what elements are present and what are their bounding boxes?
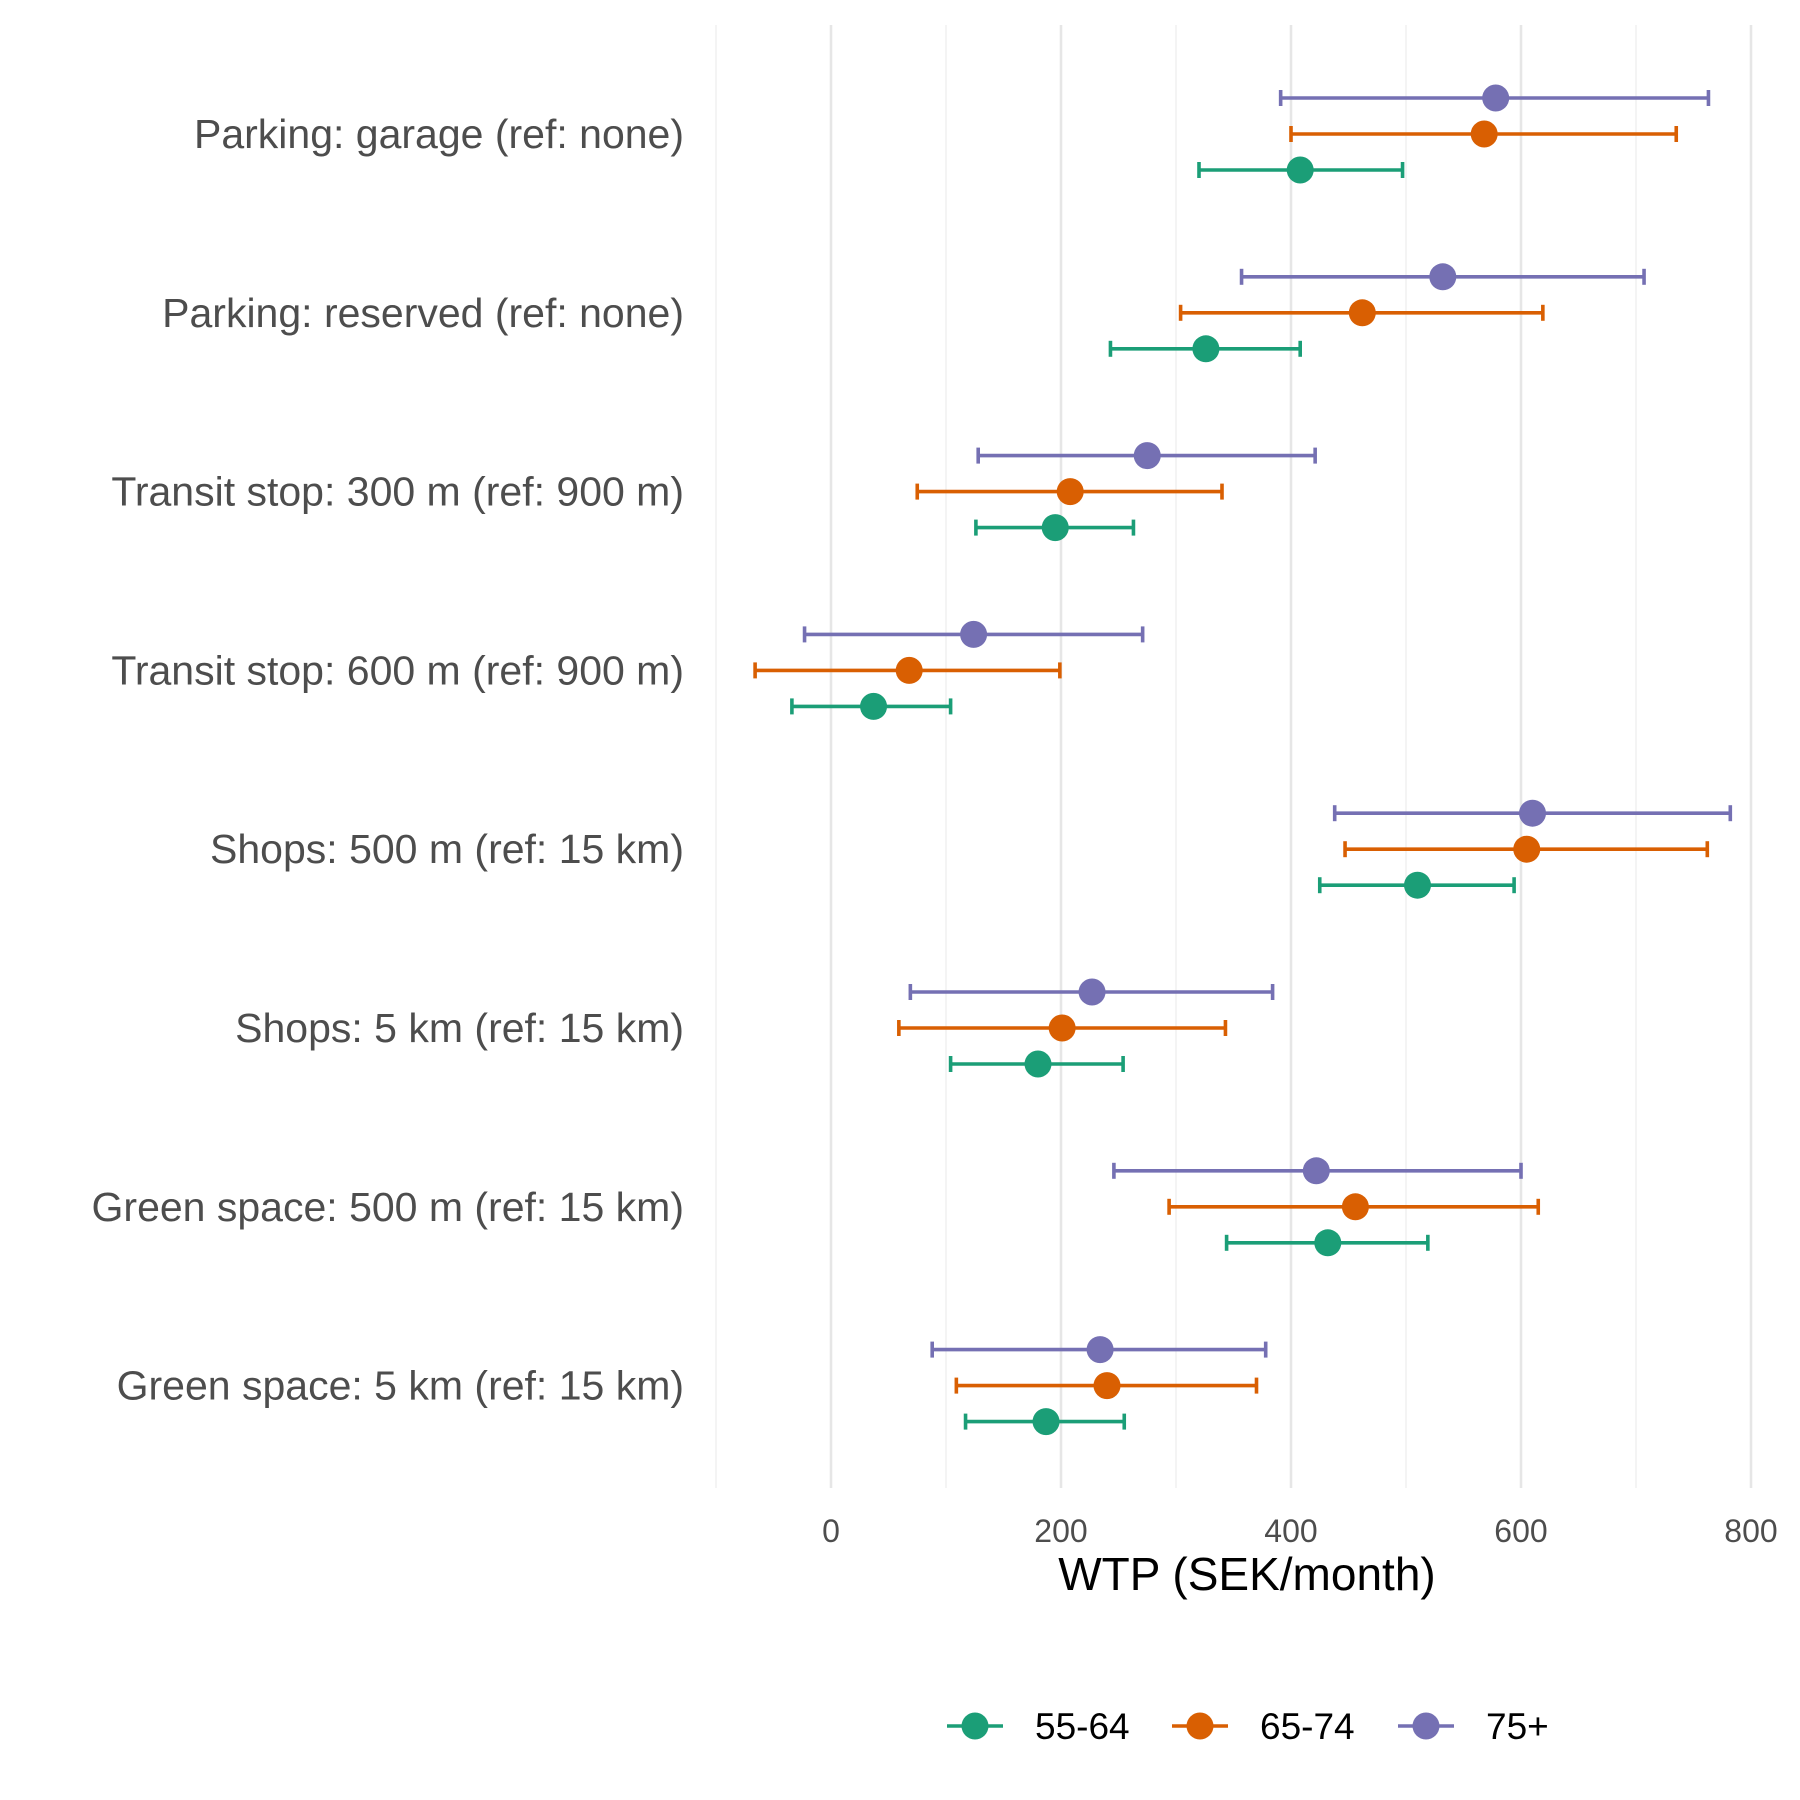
data-point — [1513, 835, 1541, 863]
x-tick-label: 600 — [1494, 1513, 1547, 1549]
category-label: Shops: 500 m (ref: 15 km) — [210, 826, 684, 872]
data-point — [1302, 1157, 1330, 1185]
data-point — [1093, 1372, 1121, 1400]
x-axis-ticks: 0 200 400 600 800 — [822, 1513, 1778, 1549]
data-point — [1482, 84, 1510, 112]
data-point — [1470, 120, 1498, 148]
legend-key-point — [1412, 1712, 1440, 1740]
x-tick-label: 400 — [1264, 1513, 1317, 1549]
legend-item: 65-74 — [1172, 1706, 1355, 1747]
x-tick-label: 800 — [1724, 1513, 1777, 1549]
data-point — [1078, 978, 1106, 1006]
legend-label: 55-64 — [1035, 1706, 1130, 1747]
legend-label: 65-74 — [1260, 1706, 1355, 1747]
legend-label: 75+ — [1486, 1706, 1549, 1747]
legend: 55-64 65-74 75+ — [947, 1706, 1549, 1747]
series-55-64 — [790, 156, 1516, 1436]
x-tick-label: 200 — [1034, 1513, 1087, 1549]
category-label: Green space: 5 km (ref: 15 km) — [117, 1363, 684, 1409]
data-point — [1133, 442, 1161, 470]
category-label: Parking: garage (ref: none) — [194, 111, 684, 157]
data-point — [1086, 1336, 1114, 1364]
data-point — [1041, 514, 1069, 542]
legend-item: 75+ — [1398, 1706, 1549, 1747]
series-75+ — [802, 84, 1733, 1364]
grid-lines — [715, 25, 1753, 1488]
data-point — [1429, 263, 1457, 291]
category-labels: Parking: garage (ref: none) Parking: rese… — [92, 111, 684, 1409]
x-axis-title: WTP (SEK/month) — [1058, 1548, 1435, 1600]
legend-key-point — [961, 1712, 989, 1740]
data-point — [1192, 335, 1220, 363]
data-point — [1056, 478, 1084, 506]
data-point — [1286, 156, 1314, 184]
data-point — [1519, 799, 1546, 827]
data-point — [860, 692, 888, 720]
category-label: Transit stop: 300 m (ref: 900 m) — [111, 469, 684, 515]
data-point — [1048, 1014, 1076, 1042]
data-point — [1341, 1193, 1369, 1221]
category-label: Parking: reserved (ref: none) — [162, 290, 684, 336]
legend-item: 55-64 — [947, 1706, 1130, 1747]
category-label: Transit stop: 600 m (ref: 900 m) — [111, 647, 684, 693]
data-point — [1314, 1229, 1342, 1257]
data-point — [1348, 299, 1376, 327]
data-point — [1032, 1408, 1060, 1436]
legend-key-point — [1186, 1712, 1214, 1740]
data-point — [1024, 1050, 1052, 1078]
data-point — [1404, 871, 1431, 899]
category-label: Shops: 5 km (ref: 15 km) — [235, 1005, 684, 1051]
x-tick-label: 0 — [822, 1513, 840, 1549]
data-point — [960, 620, 988, 648]
category-label: Green space: 500 m (ref: 15 km) — [92, 1184, 684, 1230]
series-65-74 — [753, 120, 1710, 1400]
data-marks — [753, 84, 1733, 1436]
data-point — [895, 656, 923, 684]
